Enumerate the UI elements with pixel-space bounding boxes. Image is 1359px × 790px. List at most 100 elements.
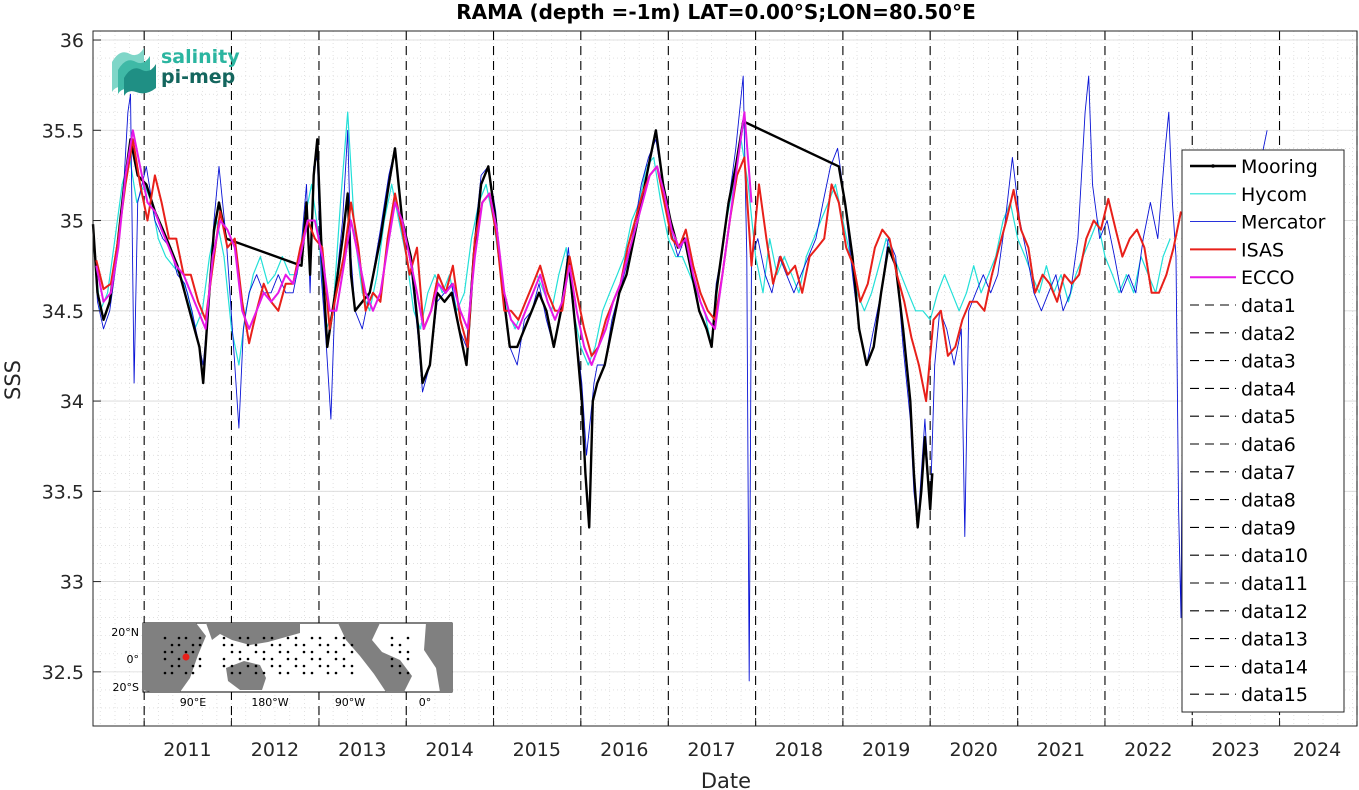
y-tick-label: 35.5 xyxy=(42,120,84,142)
map-lat-label-north: 20°N xyxy=(111,626,139,639)
salinity-pi-mep-logo: salinity pi-mep xyxy=(112,46,240,96)
australia-landmass xyxy=(226,661,266,690)
mooring-dot xyxy=(318,657,322,661)
mooring-dot xyxy=(230,650,234,654)
mooring-dot xyxy=(246,636,250,640)
mooring-dot xyxy=(398,671,402,675)
legend-label-data6: data6 xyxy=(1241,434,1296,456)
mooring-dot xyxy=(222,636,226,640)
legend-label-data10: data10 xyxy=(1241,545,1308,567)
mooring-dot xyxy=(238,657,242,661)
legend-label-data12: data12 xyxy=(1241,601,1308,623)
x-tick-label: 2020 xyxy=(950,739,998,761)
mooring-dot xyxy=(318,636,322,640)
mooring-dot xyxy=(326,671,330,675)
mooring-dot xyxy=(334,671,338,675)
mooring-dot xyxy=(230,643,234,647)
mooring-dot xyxy=(406,650,410,654)
west-africa-landmass xyxy=(424,623,452,692)
mooring-dot xyxy=(163,650,167,654)
legend-label-data11: data11 xyxy=(1241,573,1308,595)
mooring-dot xyxy=(230,664,234,668)
mooring-dot xyxy=(191,643,195,647)
mooring-dot xyxy=(191,664,195,668)
legend-items: Mooring Hycom Mercator ISAS ECCO data1 data2 da… xyxy=(1190,156,1326,706)
mooring-dot xyxy=(222,643,226,647)
mooring-dot xyxy=(286,636,290,640)
mooring-dot xyxy=(326,664,330,668)
mooring-dot xyxy=(390,636,394,640)
mooring-dot xyxy=(326,643,330,647)
map-lon-label-180w: 180°W xyxy=(251,696,288,709)
mooring-dot xyxy=(238,650,242,654)
mooring-dot xyxy=(398,650,402,654)
y-tick-label: 34 xyxy=(60,391,84,413)
mooring-dot xyxy=(254,643,258,647)
mooring-dot xyxy=(294,636,298,640)
mooring-dot xyxy=(246,664,250,668)
mooring-dot xyxy=(286,671,290,675)
mooring-dot xyxy=(270,657,274,661)
mooring-dot xyxy=(163,671,167,675)
mooring-dot xyxy=(334,657,338,661)
mooring-dot xyxy=(198,636,202,640)
americas-landmass xyxy=(338,623,412,692)
series-layer xyxy=(91,75,1268,682)
mooring-dot xyxy=(198,657,202,661)
mooring-dot xyxy=(177,657,181,661)
asia-landmass xyxy=(206,623,300,645)
y-tick-label: 36 xyxy=(60,30,84,52)
legend-label-data8: data8 xyxy=(1241,490,1296,512)
x-tick-label: 2023 xyxy=(1211,739,1259,761)
x-axis-ticks: 2011 2012 2013 2014 2015 2016 2017 2018 2019 2020… xyxy=(143,718,1341,761)
mooring-dot xyxy=(222,664,226,668)
mooring-dot xyxy=(334,636,338,640)
chart-title: RAMA (depth =-1m) LAT=0.00°S;LON=80.50°E xyxy=(456,0,976,24)
selected-mooring-marker xyxy=(182,653,190,661)
africa-landmass xyxy=(143,623,206,692)
mooring-dot xyxy=(270,664,274,668)
x-axis-label: Date xyxy=(701,769,751,790)
mooring-dot xyxy=(350,664,354,668)
plot-area xyxy=(93,31,1357,726)
mooring-dot xyxy=(163,636,167,640)
legend-label-mooring: Mooring xyxy=(1241,156,1318,178)
mooring-dot xyxy=(170,671,174,675)
mooring-dot xyxy=(278,643,282,647)
y-axis-ticks: 32.5 33 33.5 34 34.5 35 35.5 36 xyxy=(42,30,101,684)
mooring-dot xyxy=(254,671,258,675)
legend-label-data3: data3 xyxy=(1241,351,1296,373)
mooring-dot xyxy=(177,664,181,668)
mooring-dot xyxy=(302,671,306,675)
mooring-dot xyxy=(198,664,202,668)
mooring-locations xyxy=(163,636,410,675)
legend-marker-mooring xyxy=(1211,164,1215,168)
mooring-dot xyxy=(163,657,167,661)
legend-label-data15: data15 xyxy=(1241,684,1308,706)
mooring-dot xyxy=(350,650,354,654)
series-line-isas xyxy=(95,138,1182,403)
mooring-dot xyxy=(177,643,181,647)
mooring-dot xyxy=(278,671,282,675)
mooring-dot xyxy=(310,650,314,654)
x-tick-label: 2011 xyxy=(163,739,211,761)
mooring-dot xyxy=(238,636,242,640)
mooring-dot xyxy=(170,643,174,647)
mooring-dot xyxy=(262,671,266,675)
series-line-ecco xyxy=(95,111,753,366)
mooring-dot xyxy=(191,671,195,675)
x-tick-label: 2021 xyxy=(1037,739,1085,761)
mooring-dot xyxy=(184,671,188,675)
x-tick-label: 2012 xyxy=(251,739,299,761)
map-lon-label-90w: 90°W xyxy=(335,696,365,709)
legend-label-hycom: Hycom xyxy=(1241,184,1307,206)
x-tick-label: 2016 xyxy=(600,739,648,761)
mooring-dot xyxy=(184,636,188,640)
x-tick-label: 2015 xyxy=(513,739,561,761)
mooring-dot xyxy=(406,671,410,675)
mooring-dot xyxy=(342,657,346,661)
mooring-dot xyxy=(278,664,282,668)
y-tick-label: 32.5 xyxy=(42,662,84,684)
mooring-dot xyxy=(302,650,306,654)
